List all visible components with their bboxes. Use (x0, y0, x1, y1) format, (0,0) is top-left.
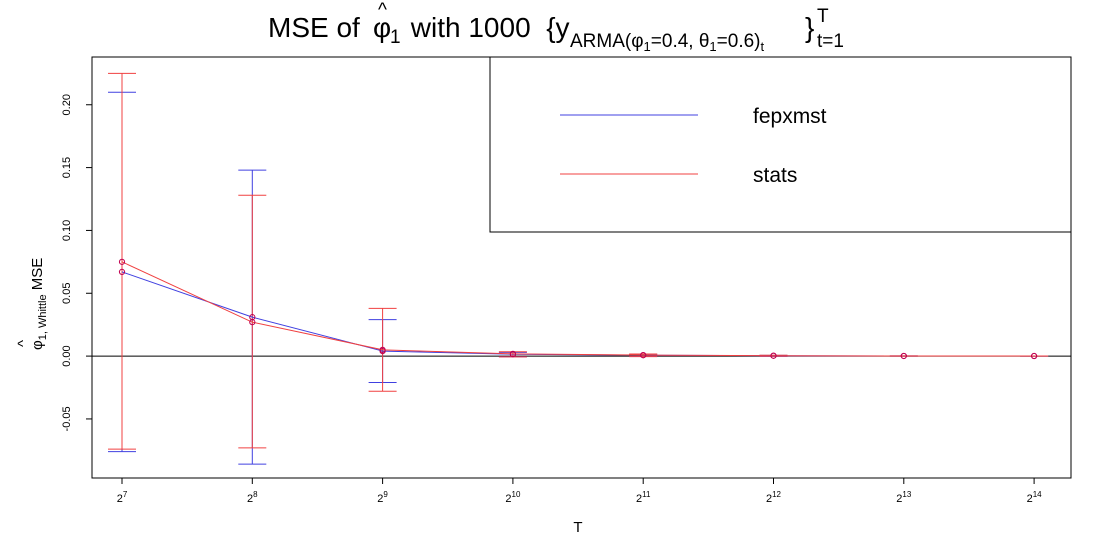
x-tick-exponent: 14 (1033, 490, 1042, 499)
title-superscript: T (817, 6, 829, 27)
legend: fepxmst stats (489, 56, 1072, 233)
ylabel-hat-symbol: ^ (15, 340, 32, 347)
x-tick-exponent: 7 (123, 490, 128, 499)
title-phi-subscript: 1 (390, 27, 401, 48)
data-point-stats (509, 350, 517, 357)
x-tick-base: 2 (896, 493, 902, 505)
axes-layer: 27 28 29 210 211 212 213 214-0.050.000.050.100.… (61, 94, 1042, 505)
ylabel-subscript: 1, Whittle (37, 294, 49, 340)
title-subscript-theta-index: 1 (709, 39, 716, 54)
svg-text:ARMA(φ1=0.4, θ1=0.6)t: ARMA(φ1=0.4, θ1=0.6)t (570, 31, 765, 54)
title-hat-symbol: ^ (378, 0, 387, 21)
ylabel-suffix: MSE (29, 258, 46, 295)
x-tick-label: 210 (505, 490, 521, 505)
title-sub-index: t=1 (817, 31, 844, 52)
ylabel-phi-symbol: φ (29, 340, 46, 350)
x-tick-label: 27 (117, 490, 128, 505)
x-tick-label: 28 (247, 490, 258, 505)
series-line-fepxmst (121, 271, 1035, 357)
x-tick-base: 2 (766, 493, 772, 505)
svg-text:φ1, Whittle MSE: φ1, Whittle MSE (29, 258, 49, 350)
svg-text:MSE of: MSE of (268, 12, 360, 43)
x-tick-exponent: 13 (902, 490, 911, 499)
x-tick-label: 213 (896, 490, 912, 505)
title-subscript-end: =0.6) (717, 31, 761, 52)
title-phi-symbol: φ (373, 12, 391, 43)
y-tick-label: 0.05 (61, 283, 73, 304)
y-tick-label: 0.15 (61, 157, 73, 178)
data-point-stats (900, 352, 907, 360)
data-point-fepxmst (118, 268, 126, 275)
y-tick-label: 0.10 (61, 220, 73, 241)
x-tick-exponent: 9 (383, 490, 388, 499)
data-point-stats (249, 319, 256, 326)
data-point-stats (770, 352, 777, 359)
x-tick-exponent: 8 (253, 490, 258, 499)
data-point-stats (640, 351, 647, 359)
title-subscript-phi-index: 1 (644, 39, 651, 54)
title-subscript-t: t (761, 39, 765, 54)
chart-title: MSE of φ ^ 1 with 1000 {y ARMA(φ1=0.4, θ… (268, 0, 844, 54)
marks-layer (92, 72, 1071, 465)
x-tick-base: 2 (636, 493, 642, 505)
title-middle: with 1000 {y (403, 12, 570, 43)
legend-box (489, 56, 1072, 233)
data-point-stats (379, 346, 386, 353)
y-tick-label: 0.00 (61, 345, 73, 366)
y-axis-label: φ1, Whittle MSE ^ (15, 258, 49, 350)
x-axis-label: T (573, 519, 582, 536)
x-tick-label: 214 (1027, 490, 1043, 505)
series-line-stats (121, 261, 1035, 357)
x-tick-base: 2 (505, 493, 511, 505)
x-tick-exponent: 10 (512, 490, 521, 499)
y-tick-label: 0.20 (61, 94, 73, 115)
y-tick-label: -0.05 (61, 406, 73, 431)
x-tick-exponent: 11 (642, 490, 651, 499)
title-prefix: MSE of (268, 12, 360, 43)
x-tick-label: 211 (636, 490, 651, 505)
x-tick-base: 2 (117, 493, 123, 505)
x-tick-label: 29 (377, 490, 388, 505)
x-tick-base: 2 (1027, 493, 1033, 505)
data-point-stats (118, 258, 126, 265)
x-tick-base: 2 (377, 493, 383, 505)
x-tick-base: 2 (247, 493, 253, 505)
x-tick-exponent: 12 (772, 490, 781, 499)
title-subscript: ARMA(φ (570, 31, 644, 52)
x-tick-label: 212 (766, 490, 782, 505)
data-point-stats (1031, 352, 1038, 360)
title-close-brace: } (805, 12, 814, 43)
legend-label-fepxmst: fepxmst (753, 105, 827, 128)
legend-label-stats: stats (753, 164, 797, 187)
title-subscript-rest: =0.4, θ (651, 31, 710, 52)
